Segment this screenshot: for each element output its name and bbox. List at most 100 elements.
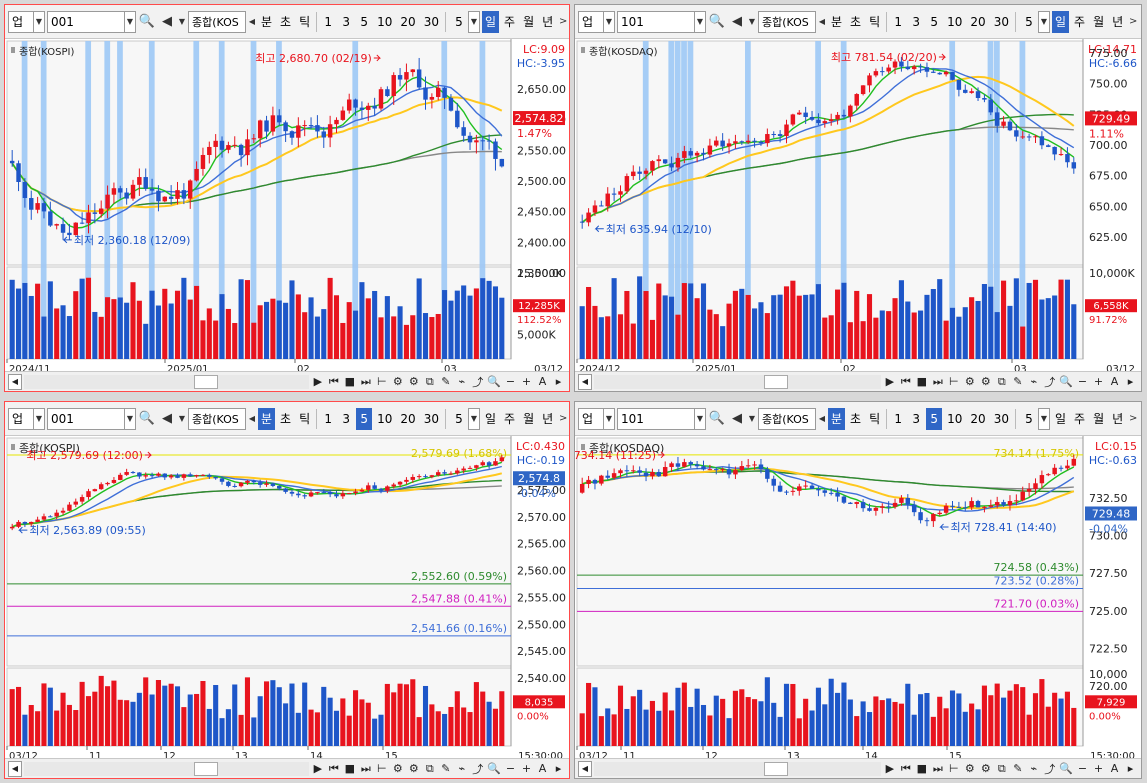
- stop-icon[interactable]: ■: [344, 375, 355, 388]
- period-week-button[interactable]: 주: [1074, 412, 1086, 426]
- chart-svg[interactable]: 724.58 (0.43%)723.52 (0.28%) 721.70 (0.03…: [575, 436, 1141, 760]
- period-button-20[interactable]: 20: [970, 14, 986, 29]
- last-icon[interactable]: ⏭: [932, 761, 943, 775]
- draw-icon[interactable]: ✎: [441, 375, 451, 388]
- first-icon[interactable]: ⏮: [900, 761, 911, 775]
- tool2-icon[interactable]: ⤴: [1044, 375, 1056, 389]
- period-year-button[interactable]: 년: [542, 15, 554, 29]
- period-button-20[interactable]: 20: [970, 411, 986, 426]
- tool2-icon[interactable]: ⤴: [472, 375, 484, 389]
- horizontal-scrollbar[interactable]: [594, 761, 882, 776]
- chart-panel-kospi-daily[interactable]: 업 ▼ 001 ▼ 🔍 ◀ ▼ 종합(KOS ◀ 분 초 틱 1 3 5 10 20 30 5 ▼ 일 주 월 년 > 종합(KO…: [4, 4, 570, 392]
- search-icon[interactable]: 🔍: [708, 14, 726, 29]
- speaker-icon[interactable]: ◀: [162, 14, 172, 29]
- play-icon[interactable]: ▶: [313, 762, 323, 775]
- zoom-out-icon[interactable]: −: [505, 762, 516, 775]
- font-icon[interactable]: A: [1110, 762, 1119, 775]
- magnifier-icon[interactable]: 🔍: [1059, 375, 1073, 388]
- unit-value[interactable]: 5: [1025, 14, 1033, 29]
- scroll-thumb[interactable]: [764, 761, 788, 776]
- tab-minute[interactable]: 분: [828, 407, 846, 430]
- period-button-3[interactable]: 3: [342, 14, 350, 29]
- scroll-left-icon[interactable]: ◀: [8, 760, 22, 777]
- tab-tick[interactable]: 틱: [299, 15, 311, 29]
- period-button-5[interactable]: 5: [926, 407, 943, 430]
- unit-value[interactable]: 5: [1025, 411, 1033, 426]
- zoom-slider-icon[interactable]: ⊢: [949, 762, 959, 775]
- period-button-20[interactable]: 20: [400, 411, 416, 426]
- tab-minute[interactable]: 분: [831, 15, 843, 29]
- scroll-left-icon[interactable]: ◀: [578, 373, 592, 390]
- stop-icon[interactable]: ■: [916, 375, 927, 388]
- first-icon[interactable]: ⏮: [900, 374, 911, 388]
- zoom-in-icon[interactable]: +: [521, 762, 532, 775]
- chart-panel-kospi-5min[interactable]: 업 ▼ 001 ▼ 🔍 ◀ ▼ 종합(KOS ◀ 분 초 틱 1 3 5 10 20 30 5 ▼ 일 주 월 년 >2,552…: [4, 401, 570, 779]
- horizontal-scrollbar[interactable]: [24, 761, 310, 776]
- scroll-right-icon[interactable]: ▸: [1127, 375, 1134, 388]
- code-dropdown-icon[interactable]: ▼: [694, 407, 706, 430]
- period-day-button[interactable]: 일: [1054, 412, 1067, 426]
- zoom-slider-icon[interactable]: ⊢: [377, 375, 387, 388]
- copy-icon[interactable]: ⧉: [425, 761, 434, 775]
- scroll-thumb[interactable]: [194, 374, 218, 389]
- unit-value[interactable]: 5: [455, 411, 463, 426]
- period-button-20[interactable]: 20: [400, 14, 416, 29]
- search-icon[interactable]: 🔍: [138, 14, 156, 29]
- period-button-30[interactable]: 30: [423, 411, 439, 426]
- horizontal-scrollbar[interactable]: [24, 374, 310, 389]
- market-type-dropdown-icon[interactable]: ▼: [603, 407, 615, 430]
- magnifier-icon[interactable]: 🔍: [487, 375, 501, 388]
- tab-tick[interactable]: 틱: [869, 15, 881, 29]
- zoom-out-icon[interactable]: −: [1077, 762, 1088, 775]
- market-type-dropdown-icon[interactable]: ▼: [33, 10, 45, 33]
- zoom-in-icon[interactable]: +: [1093, 762, 1104, 775]
- tab-tick[interactable]: 틱: [299, 412, 311, 426]
- period-button-5[interactable]: 5: [356, 407, 373, 430]
- scroll-right-icon[interactable]: ▸: [1127, 762, 1134, 775]
- period-month-button[interactable]: 월: [523, 15, 535, 29]
- period-button-5[interactable]: 5: [360, 14, 368, 29]
- copy-icon[interactable]: ⧉: [997, 374, 1006, 388]
- tab-minute[interactable]: 분: [261, 15, 273, 29]
- prev-arrow-icon[interactable]: ◀: [248, 17, 256, 26]
- scroll-thumb[interactable]: [194, 761, 218, 776]
- tool-icon[interactable]: ⌁: [458, 762, 466, 775]
- period-month-button[interactable]: 월: [1093, 15, 1105, 29]
- speaker-icon[interactable]: ◀: [162, 411, 172, 426]
- period-week-button[interactable]: 주: [504, 15, 516, 29]
- period-year-button[interactable]: 년: [1112, 412, 1124, 426]
- chart-panel-kosdaq-5min[interactable]: 업 ▼ 101 ▼ 🔍 ◀ ▼ 종합(KOS ◀ 분 초 틱 1 3 5 10 20 30 5 ▼ 일 주 월 년 >724.5…: [574, 401, 1142, 779]
- font-icon[interactable]: A: [538, 762, 547, 775]
- period-day-button[interactable]: 일: [481, 10, 500, 33]
- period-month-button[interactable]: 월: [523, 412, 535, 426]
- tab-second[interactable]: 초: [280, 412, 292, 426]
- settings-icon[interactable]: ⚙: [964, 762, 975, 775]
- period-button-30[interactable]: 30: [423, 14, 439, 29]
- search-icon[interactable]: 🔍: [708, 411, 726, 426]
- draw-icon[interactable]: ✎: [1013, 762, 1023, 775]
- magnifier-icon[interactable]: 🔍: [1059, 762, 1073, 775]
- scroll-left-icon[interactable]: ◀: [578, 760, 592, 777]
- chart-area[interactable]: 724.58 (0.43%) 723.52 (0.28%) 721.70 (0.03…: [575, 436, 1141, 760]
- period-button-1[interactable]: 1: [894, 411, 902, 426]
- settings-icon[interactable]: ⚙: [964, 375, 975, 388]
- play-icon[interactable]: ▶: [885, 762, 895, 775]
- config-icon[interactable]: ⚙: [408, 762, 419, 775]
- tab-minute[interactable]: 분: [258, 407, 276, 430]
- unit-dropdown-icon[interactable]: ▼: [1037, 407, 1050, 430]
- code-dropdown-icon[interactable]: ▼: [694, 10, 706, 33]
- tool-icon[interactable]: ⌁: [458, 375, 466, 388]
- last-icon[interactable]: ⏭: [360, 374, 371, 388]
- period-month-button[interactable]: 월: [1093, 412, 1105, 426]
- chart-panel-kosdaq-daily[interactable]: 업 ▼ 101 ▼ 🔍 ◀ ▼ 종합(KOS ◀ 분 초 틱 1 3 5 10 20 30 5 ▼ 일 주 월 년 > 종합(KO…: [574, 4, 1142, 392]
- period-year-button[interactable]: 년: [1112, 15, 1124, 29]
- period-day-button[interactable]: 일: [1051, 10, 1070, 33]
- chart-area[interactable]: 2,552.60 (0.59%) 2,547.88 (0.41%) 2,541.66…: [5, 436, 569, 760]
- settings-icon[interactable]: ⚙: [392, 762, 403, 775]
- speaker-icon[interactable]: ◀: [732, 14, 742, 29]
- period-button-3[interactable]: 3: [912, 14, 920, 29]
- config-icon[interactable]: ⚙: [408, 375, 419, 388]
- settings-icon[interactable]: ⚙: [392, 375, 403, 388]
